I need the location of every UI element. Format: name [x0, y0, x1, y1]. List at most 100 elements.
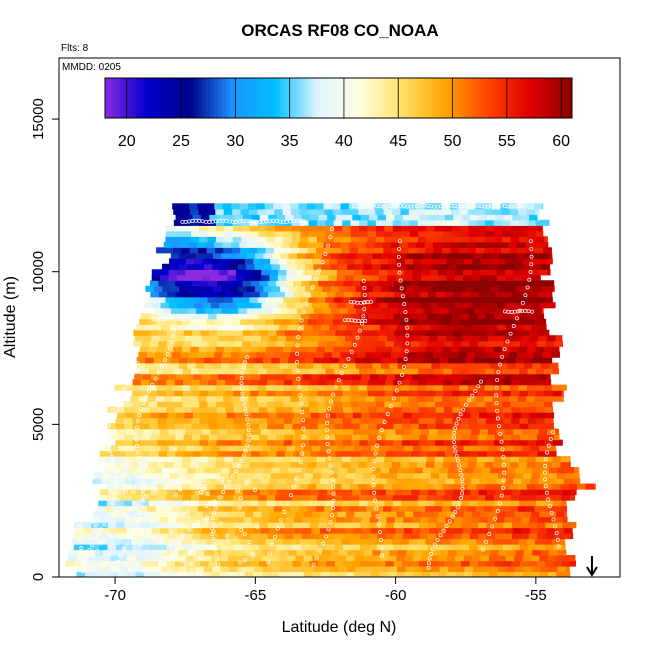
- heatmap-cell: [368, 340, 378, 347]
- heatmap-cell: [115, 417, 125, 424]
- heatmap-cell: [173, 225, 183, 232]
- heatmap-cell: [333, 368, 343, 375]
- heatmap-cell: [396, 511, 406, 518]
- heatmap-cell: [157, 379, 167, 386]
- heatmap-cell: [224, 296, 234, 303]
- heatmap-cell: [149, 406, 159, 413]
- heatmap-cell: [279, 357, 289, 364]
- heatmap-cell: [486, 291, 496, 298]
- heatmap-cell: [427, 423, 437, 430]
- heatmap-cell: [353, 274, 363, 281]
- heatmap-cell: [283, 368, 293, 375]
- heatmap-cell: [325, 219, 335, 226]
- heatmap-cell: [144, 566, 154, 573]
- colorbar-segment: [194, 78, 199, 118]
- heatmap-cell: [236, 555, 246, 562]
- heatmap-cell: [186, 472, 196, 479]
- colorbar-segment: [245, 78, 250, 118]
- heatmap-cell: [413, 258, 423, 265]
- heatmap-cell: [176, 516, 186, 523]
- heatmap-cell: [235, 478, 245, 485]
- heatmap-cell: [341, 483, 351, 490]
- heatmap-cell: [374, 241, 384, 248]
- heatmap-cell: [514, 324, 524, 331]
- heatmap-cell: [530, 269, 540, 276]
- heatmap-cell: [376, 494, 386, 501]
- heatmap-cell: [73, 560, 83, 567]
- heatmap-cell: [206, 208, 216, 215]
- heatmap-cell: [545, 489, 555, 496]
- heatmap-cell: [484, 538, 494, 545]
- heatmap-cell: [380, 362, 390, 369]
- heatmap-cell: [388, 566, 398, 573]
- heatmap-cell: [387, 445, 397, 452]
- track-point: [495, 408, 499, 413]
- heatmap-cell: [260, 335, 270, 342]
- heatmap-cell: [488, 511, 498, 518]
- heatmap-cell: [278, 269, 288, 276]
- track-point: [525, 285, 530, 290]
- heatmap-cell: [210, 274, 220, 281]
- heatmap-cell: [199, 500, 209, 507]
- track-point: [174, 492, 178, 497]
- heatmap-cell: [443, 236, 453, 243]
- heatmap-cell: [471, 428, 481, 435]
- track-point: [296, 376, 301, 381]
- heatmap-cell: [233, 313, 243, 320]
- heatmap-cell: [214, 505, 224, 512]
- heatmap-cell: [330, 566, 340, 573]
- heatmap-cell: [284, 489, 294, 496]
- heatmap-cell: [347, 467, 357, 474]
- heatmap-cell: [190, 346, 200, 353]
- heatmap-cell: [186, 324, 196, 331]
- heatmap-cell: [159, 516, 169, 523]
- heatmap-cell: [77, 549, 87, 556]
- heatmap-cell: [198, 346, 208, 353]
- heatmap-cell: [149, 280, 159, 287]
- heatmap-cell: [444, 560, 454, 567]
- heatmap-cell: [462, 428, 472, 435]
- track-point: [529, 309, 534, 314]
- heatmap-cell: [334, 417, 344, 424]
- heatmap-cell: [569, 456, 571, 463]
- heatmap-cell: [241, 313, 251, 320]
- heatmap-cell: [300, 368, 310, 375]
- track-point: [295, 351, 299, 356]
- heatmap-cell: [525, 203, 535, 210]
- heatmap-cell: [99, 522, 109, 529]
- heatmap-cell: [537, 329, 547, 336]
- heatmap-cell: [264, 351, 274, 358]
- track-point: [333, 385, 338, 390]
- heatmap-cell: [270, 571, 280, 577]
- heatmap-cell: [221, 362, 231, 369]
- heatmap-cell: [528, 544, 538, 551]
- heatmap-cell: [536, 560, 546, 567]
- heatmap-cell: [159, 335, 169, 342]
- heatmap-cell: [201, 516, 211, 523]
- heatmap-cell: [421, 445, 431, 452]
- track-point: [554, 282, 559, 287]
- heatmap-cell: [486, 214, 496, 221]
- heatmap-cell: [193, 373, 203, 380]
- heatmap-cell: [523, 362, 533, 369]
- heatmap-cell: [195, 549, 205, 556]
- heatmap-cell: [375, 208, 385, 215]
- heatmap-cell: [128, 549, 138, 556]
- track-point: [134, 431, 139, 436]
- heatmap-cell: [239, 203, 249, 210]
- heatmap-cell: [204, 252, 214, 259]
- heatmap-cell: [257, 483, 267, 490]
- heatmap-cell: [514, 555, 524, 562]
- track-point: [128, 567, 132, 572]
- heatmap-cell: [422, 472, 432, 479]
- heatmap-cell: [519, 500, 529, 507]
- heatmap-cell: [207, 439, 217, 446]
- track-point: [301, 426, 306, 431]
- track-point: [239, 326, 244, 330]
- heatmap-cell: [252, 269, 262, 276]
- heatmap-cell: [518, 538, 528, 545]
- heatmap-cell: [259, 214, 269, 221]
- heatmap-cell: [140, 500, 150, 507]
- x-tick-label: -55: [525, 587, 547, 604]
- heatmap-cell: [360, 533, 370, 540]
